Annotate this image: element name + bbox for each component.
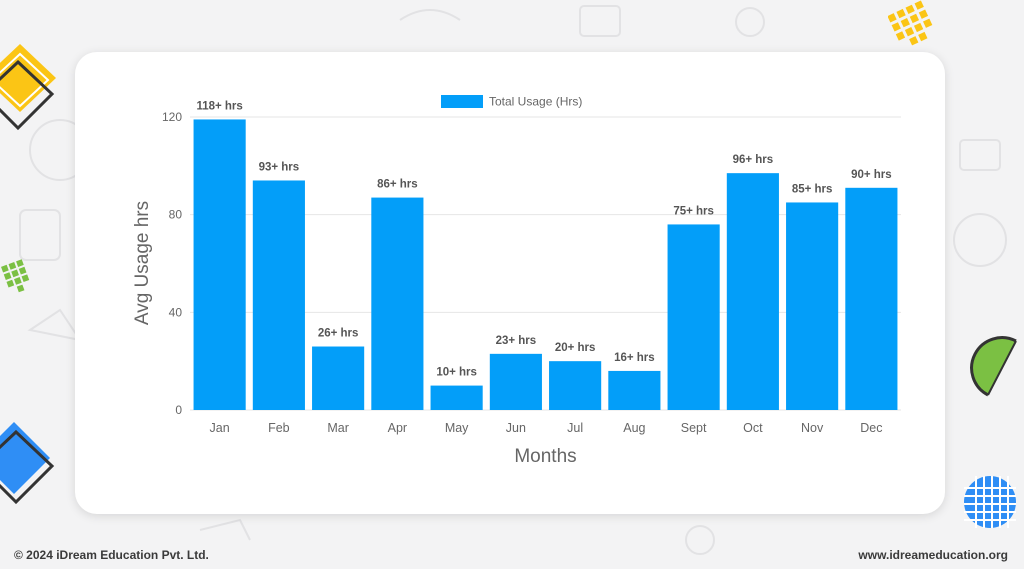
x-tick-label: Jan (210, 421, 230, 435)
legend-label: Total Usage (Hrs) (489, 95, 582, 109)
x-tick-label: Feb (268, 421, 290, 435)
bar-nov (786, 202, 839, 410)
y-tick-label: 120 (162, 110, 182, 124)
bar-may (430, 385, 483, 410)
bar-jul (549, 361, 602, 410)
blue-globe-icon (964, 476, 1016, 528)
x-tick-label: Mar (327, 421, 349, 435)
y-tick-label: 40 (169, 305, 183, 319)
bar-dec (845, 187, 898, 410)
x-tick-label: Nov (801, 421, 824, 435)
green-dot-grid-icon (1, 259, 30, 293)
data-label: 10+ hrs (436, 367, 477, 379)
bar-sept (667, 224, 720, 410)
data-label: 85+ hrs (792, 183, 833, 195)
y-axis-title: Avg Usage hrs (132, 201, 153, 325)
yellow-diamond-icon (0, 44, 56, 131)
data-label: 26+ hrs (318, 328, 359, 340)
data-label: 75+ hrs (673, 205, 714, 217)
x-tick-label: Aug (623, 421, 645, 435)
x-tick-label: Sept (681, 421, 707, 435)
bar-jan (193, 119, 246, 411)
bar-chart: 0 40 80 120 118+ hrs Jan 93+ hrs Feb 26+ hrs Mar 8… (132, 95, 901, 467)
data-label: 23+ hrs (496, 335, 537, 347)
y-tick-label: 0 (175, 403, 182, 417)
green-protractor-icon (970, 336, 1017, 397)
x-tick-label: May (445, 421, 469, 435)
data-label: 86+ hrs (377, 179, 418, 191)
data-label: 90+ hrs (851, 169, 892, 181)
data-label: 16+ hrs (614, 352, 655, 364)
x-tick-label: Jul (567, 421, 583, 435)
blue-diamond-icon (0, 422, 55, 505)
website-link[interactable]: www.idreameducation.org (858, 548, 1008, 562)
bar-feb (252, 180, 305, 410)
bar-aug (608, 370, 661, 410)
data-label: 93+ hrs (259, 161, 300, 173)
bar-mar (312, 346, 365, 410)
x-axis-title: Months (514, 446, 576, 467)
data-label: 96+ hrs (733, 154, 774, 166)
data-label: 20+ hrs (555, 342, 596, 354)
x-tick-label: Jun (506, 421, 526, 435)
x-tick-label: Apr (388, 421, 407, 435)
legend-swatch (441, 95, 483, 108)
x-tick-label: Dec (860, 421, 882, 435)
y-tick-label: 80 (169, 208, 183, 222)
copyright-text: © 2024 iDream Education Pvt. Ltd. (14, 548, 209, 562)
bar-apr (371, 197, 424, 410)
data-label: 118+ hrs (196, 100, 242, 112)
yellow-dot-grid-icon (888, 0, 933, 46)
bar-oct (726, 173, 779, 410)
chart-card: 0 40 80 120 118+ hrs Jan 93+ hrs Feb 26+ hrs Mar 8… (75, 52, 945, 514)
bar-jun (489, 353, 542, 410)
x-tick-label: Oct (743, 421, 763, 435)
